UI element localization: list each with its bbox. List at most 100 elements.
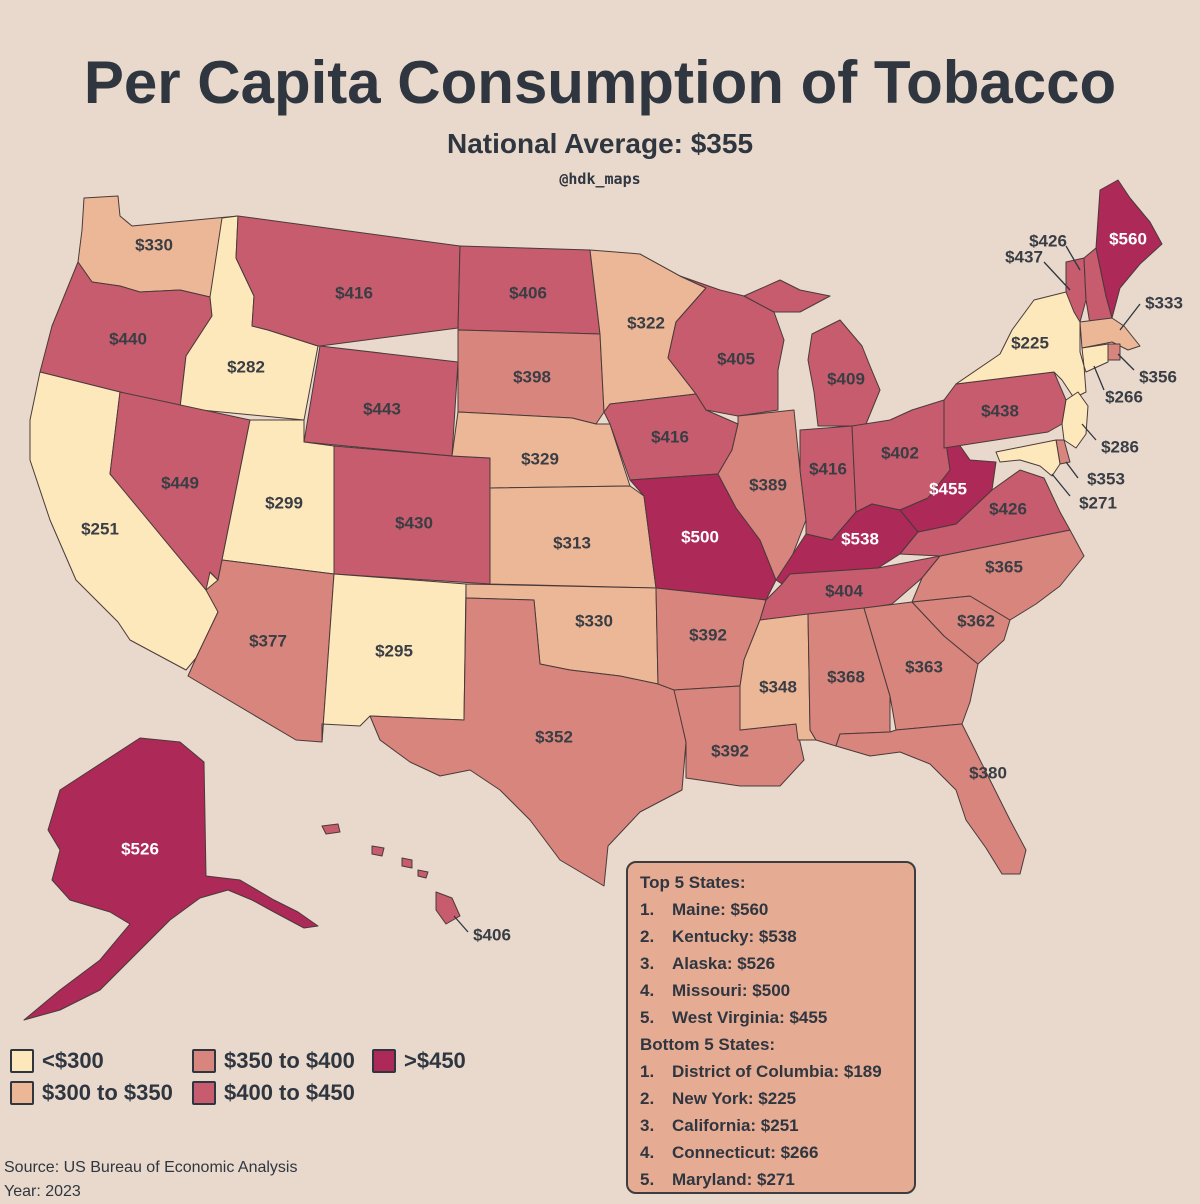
state-label-nm: $295 — [375, 641, 413, 660]
state-label-pa: $438 — [981, 401, 1019, 420]
national-average-subtitle: National Average: $355 — [446, 128, 754, 159]
rank-number: 3. — [640, 1116, 655, 1135]
state-arizona[interactable] — [187, 559, 335, 743]
state-new-york[interactable] — [955, 291, 1087, 399]
state-label-wi: $405 — [717, 349, 755, 368]
rank-number: 1. — [640, 1062, 655, 1081]
top-row: 2. Kentucky: $538 — [640, 923, 902, 950]
top-row: 4. Missouri: $500 — [640, 977, 902, 1004]
source-text: Source: US Bureau of Economic Analysis — [4, 1159, 298, 1176]
legend-item-400-450: $400 to $450 — [192, 1080, 355, 1106]
state-label-mi: $409 — [827, 369, 865, 388]
state-label-ak: $526 — [121, 839, 159, 858]
state-label-ar: $392 — [689, 625, 727, 644]
state-label-al: $368 — [827, 667, 865, 686]
legend-swatch — [372, 1049, 396, 1073]
rank-number: 2. — [640, 927, 655, 946]
rank-text: District of Columbia: $189 — [672, 1062, 882, 1081]
legend-swatch — [10, 1049, 34, 1073]
state-label-mt: $416 — [335, 283, 373, 302]
state-alaska[interactable] — [23, 737, 319, 1021]
top-states-heading: Top 5 States: — [640, 873, 746, 892]
state-maine[interactable] — [1095, 179, 1163, 319]
state-label-me: $560 — [1109, 229, 1147, 248]
legend-label: $350 to $400 — [224, 1048, 355, 1073]
state-label-ca: $251 — [81, 519, 119, 538]
state-label-wa: $330 — [135, 235, 173, 254]
bottom-row: 5. Maryland: $271 — [640, 1166, 902, 1193]
state-label-ct: $266 — [1105, 387, 1143, 406]
legend-swatch — [192, 1081, 216, 1105]
rank-text: West Virginia: $455 — [672, 1008, 828, 1027]
legend-item-lt300: <$300 — [10, 1048, 104, 1074]
legend-label: >$450 — [404, 1048, 466, 1073]
bottom-row: 1. District of Columbia: $189 — [640, 1058, 902, 1085]
rank-number: 4. — [640, 1143, 655, 1162]
rank-text: New York: $225 — [672, 1089, 797, 1108]
state-label-va: $426 — [989, 499, 1027, 518]
state-label-co: $430 — [395, 513, 433, 532]
state-label-ok: $330 — [575, 611, 613, 630]
state-value-labels: $330 $440 $251 $282 $449 $416 $443 $299 $377 $430… — [81, 229, 1183, 944]
state-maryland[interactable] — [995, 439, 1061, 477]
state-new-jersey[interactable] — [1061, 391, 1089, 449]
bottom-states-list: 1. District of Columbia: $189 2. New York: … — [640, 1058, 902, 1193]
rank-text: Kentucky: $538 — [672, 927, 797, 946]
rank-number: 1. — [640, 900, 655, 919]
state-label-ne: $329 — [521, 449, 559, 468]
state-label-sd: $398 — [513, 367, 551, 386]
state-label-ia: $416 — [651, 427, 689, 446]
rank-text: Maine: $560 — [672, 900, 769, 919]
state-label-ny: $225 — [1011, 333, 1049, 352]
state-illinois[interactable] — [717, 409, 807, 581]
author-handle: @hdk_maps — [559, 170, 641, 188]
state-label-tx: $352 — [535, 727, 573, 746]
state-label-ky: $538 — [841, 529, 879, 548]
state-label-il: $389 — [749, 475, 787, 494]
legend-swatch — [10, 1081, 34, 1105]
state-label-de: $353 — [1087, 469, 1125, 488]
state-label-ma: $333 — [1145, 293, 1183, 312]
state-connecticut[interactable] — [1081, 343, 1109, 373]
state-label-oh: $402 — [881, 443, 919, 462]
bottom-row: 4. Connecticut: $266 — [640, 1139, 902, 1166]
state-label-wy: $443 — [363, 399, 401, 418]
bottom-row: 3. California: $251 — [640, 1112, 902, 1139]
state-label-ms: $348 — [759, 677, 797, 696]
leader-lines — [453, 245, 1141, 933]
rank-text: Connecticut: $266 — [672, 1143, 819, 1162]
state-rhode-island[interactable] — [1107, 343, 1121, 361]
state-florida[interactable] — [835, 723, 1027, 875]
top-states-list: 1. Maine: $560 2. Kentucky: $538 3. Alaska: $… — [640, 896, 902, 1031]
state-label-hi: $406 — [473, 925, 511, 944]
state-label-mn: $322 — [627, 313, 665, 332]
year-text: Year: 2023 — [4, 1183, 81, 1200]
legend-item-300-350: $300 to $350 — [10, 1080, 173, 1106]
state-hawaii[interactable] — [321, 823, 461, 925]
state-label-id: $282 — [227, 357, 265, 376]
legend-label: $400 to $450 — [224, 1080, 355, 1105]
state-label-nh: $426 — [1029, 231, 1067, 250]
state-label-or: $440 — [109, 329, 147, 348]
source-note: Source: US Bureau of Economic Analysis Y… — [4, 1156, 297, 1204]
state-label-md: $271 — [1079, 493, 1117, 512]
state-label-ks: $313 — [553, 533, 591, 552]
legend-item-350-400: $350 to $400 — [192, 1048, 355, 1074]
top-row: 5. West Virginia: $455 — [640, 1004, 902, 1031]
state-label-tn: $404 — [825, 581, 863, 600]
legend-label: $300 to $350 — [42, 1080, 173, 1105]
state-north-carolina[interactable] — [911, 529, 1085, 621]
rank-text: Alaska: $526 — [672, 954, 776, 973]
state-label-in: $416 — [809, 459, 847, 478]
rank-number: 4. — [640, 981, 655, 1000]
state-texas[interactable] — [369, 597, 687, 887]
state-label-nc: $365 — [985, 557, 1023, 576]
state-label-nj: $286 — [1101, 437, 1139, 456]
rank-number: 5. — [640, 1008, 655, 1027]
state-label-mo: $500 — [681, 527, 719, 546]
map-title: Per Capita Consumption of Tobacco — [83, 49, 1117, 116]
rank-number: 5. — [640, 1170, 655, 1189]
state-montana[interactable] — [235, 215, 461, 347]
state-label-wv: $455 — [929, 479, 967, 498]
